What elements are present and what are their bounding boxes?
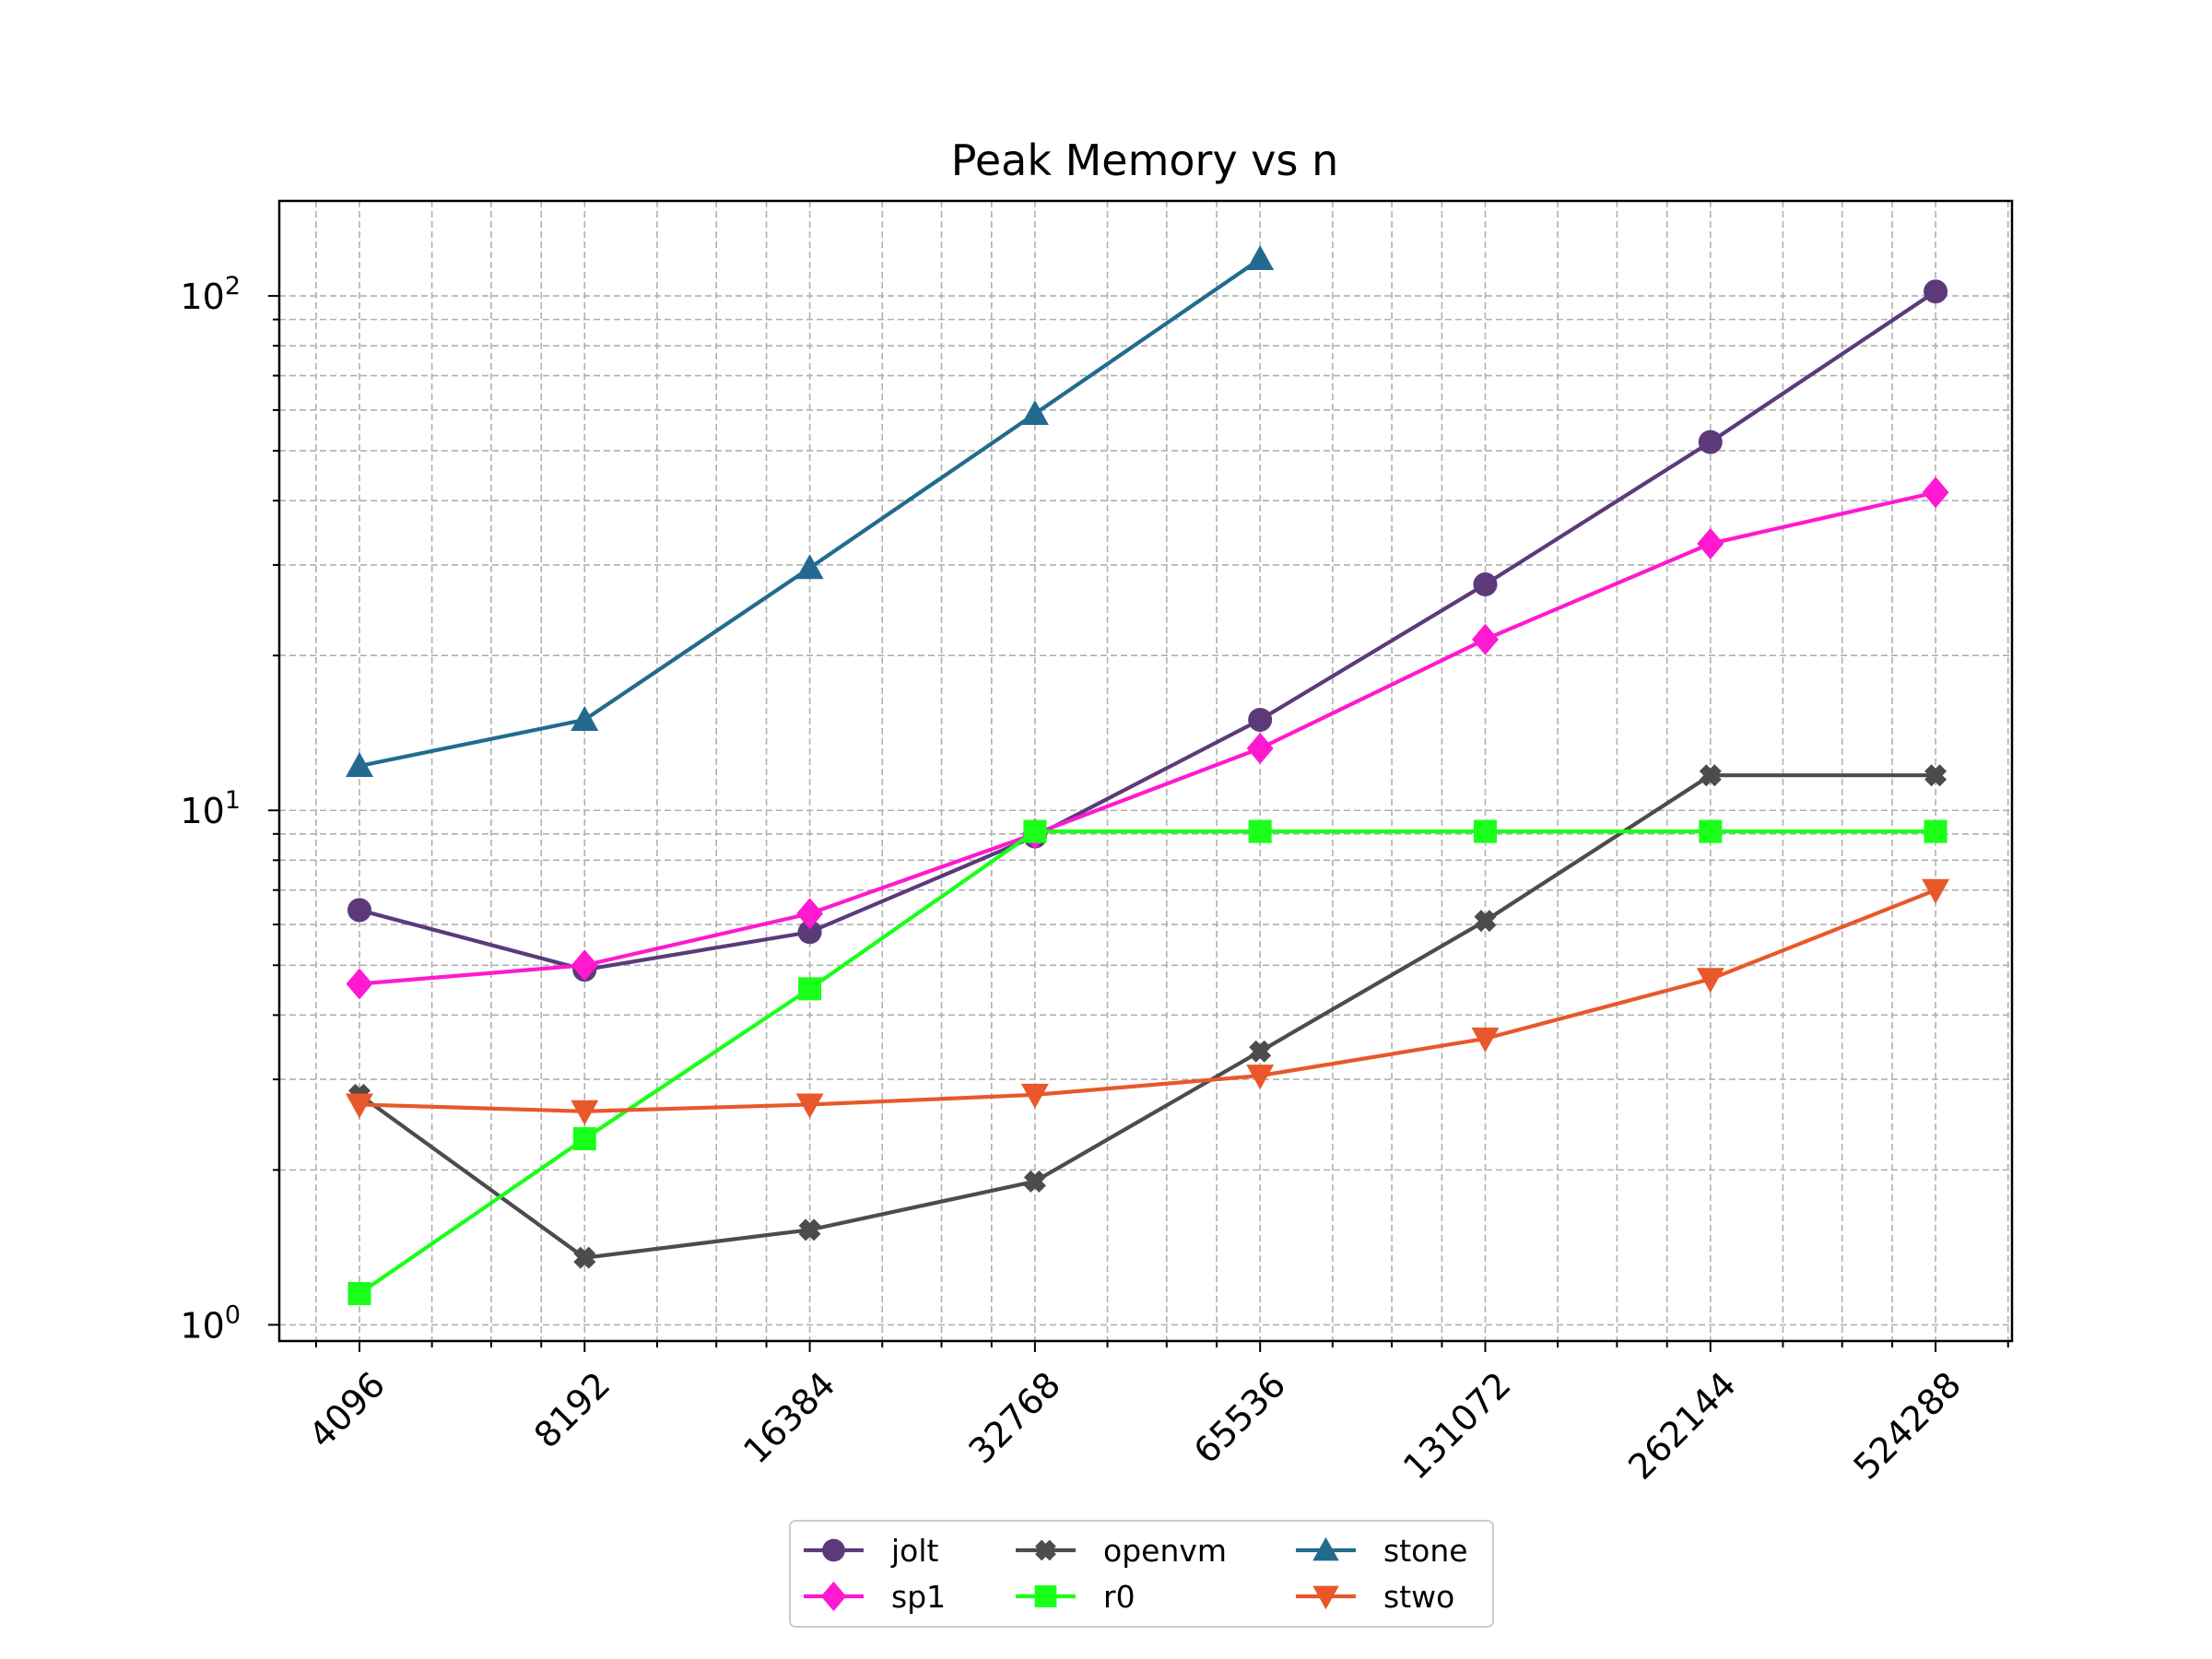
data-point-openvm	[1699, 764, 1722, 787]
data-point-stwo	[1246, 1065, 1275, 1090]
data-point-stone	[346, 752, 373, 778]
data-point-openvm	[1249, 1040, 1272, 1063]
legend-label: sp1	[891, 1579, 946, 1615]
legend-label: r0	[1103, 1579, 1135, 1615]
data-point-stone	[1020, 399, 1049, 425]
legend-label: stwo	[1383, 1579, 1454, 1615]
legend-marker	[1035, 1539, 1056, 1561]
series-r0	[347, 819, 1947, 1306]
series-stwo	[346, 878, 1950, 1125]
data-point-openvm	[1474, 910, 1497, 933]
data-point-r0	[1699, 819, 1723, 843]
legend-item-r0: r0	[1016, 1579, 1135, 1615]
data-point-jolt	[1698, 429, 1723, 454]
series-openvm	[348, 764, 1947, 1269]
data-point-stone	[1246, 244, 1275, 270]
series-line-openvm	[358, 773, 1936, 1260]
y-tick-label: 100	[180, 1300, 241, 1346]
data-point-openvm	[798, 1218, 821, 1241]
data-point-openvm	[1924, 764, 1947, 787]
data-point-r0	[798, 977, 822, 1001]
data-point-r0	[1248, 819, 1272, 843]
y-tick-label: 102	[180, 272, 241, 317]
legend-marker	[1034, 1585, 1057, 1607]
legend-label: openvm	[1103, 1533, 1227, 1569]
y-tick-label: 101	[180, 786, 241, 831]
data-point-stwo	[795, 1093, 824, 1119]
data-point-jolt	[1248, 707, 1273, 732]
legend-item-stwo: stwo	[1296, 1579, 1454, 1615]
data-point-sp1	[1246, 732, 1274, 764]
legend-marker	[820, 1581, 847, 1612]
legend: jolt sp1 openvm r0 stone stwo	[789, 1520, 1494, 1628]
data-point-stone	[571, 705, 599, 731]
legend-label: jolt	[890, 1533, 939, 1569]
legend-marker	[1312, 1585, 1339, 1610]
legend-marker	[1312, 1536, 1339, 1561]
data-point-openvm	[573, 1246, 596, 1269]
legend-label: stone	[1383, 1533, 1468, 1569]
data-point-sp1	[571, 949, 598, 982]
data-point-r0	[1924, 819, 1947, 843]
plot-frame	[277, 199, 2014, 1343]
series-layer	[346, 244, 1950, 1306]
data-point-sp1	[1472, 623, 1499, 655]
data-point-sp1	[1922, 477, 1949, 509]
data-point-jolt	[1924, 279, 1948, 304]
data-point-sp1	[346, 968, 373, 1000]
legend-item-stone: stone	[1296, 1533, 1468, 1569]
series-line-stwo	[359, 888, 1936, 1113]
data-point-r0	[1023, 819, 1047, 843]
data-point-stone	[795, 554, 824, 580]
data-point-stwo	[346, 1093, 373, 1119]
data-point-stwo	[571, 1100, 599, 1125]
legend-item-jolt: jolt	[804, 1533, 939, 1569]
data-point-jolt	[347, 898, 371, 923]
data-point-openvm	[1023, 1170, 1046, 1193]
data-point-sp1	[1697, 527, 1724, 559]
data-point-r0	[572, 1127, 596, 1151]
series-line-jolt	[359, 289, 1937, 972]
data-point-stwo	[1471, 1027, 1500, 1053]
data-point-r0	[1474, 819, 1497, 843]
series-stone	[346, 244, 1275, 778]
data-point-jolt	[797, 920, 822, 945]
chart-title: Peak Memory vs n	[951, 135, 1339, 185]
series-sp1	[346, 477, 1949, 1000]
legend-frame	[789, 1520, 1494, 1628]
series-line-r0	[358, 830, 1936, 1296]
series-line-sp1	[359, 490, 1936, 986]
data-point-r0	[347, 1282, 371, 1306]
data-point-stwo	[1922, 878, 1950, 904]
data-point-jolt	[1473, 572, 1498, 597]
data-point-stwo	[1696, 968, 1724, 994]
legend-item-openvm: openvm	[1016, 1533, 1227, 1569]
data-point-sp1	[796, 898, 824, 930]
legend-item-sp1: sp1	[804, 1579, 946, 1615]
data-point-stwo	[1020, 1083, 1049, 1109]
legend-marker	[822, 1538, 845, 1562]
